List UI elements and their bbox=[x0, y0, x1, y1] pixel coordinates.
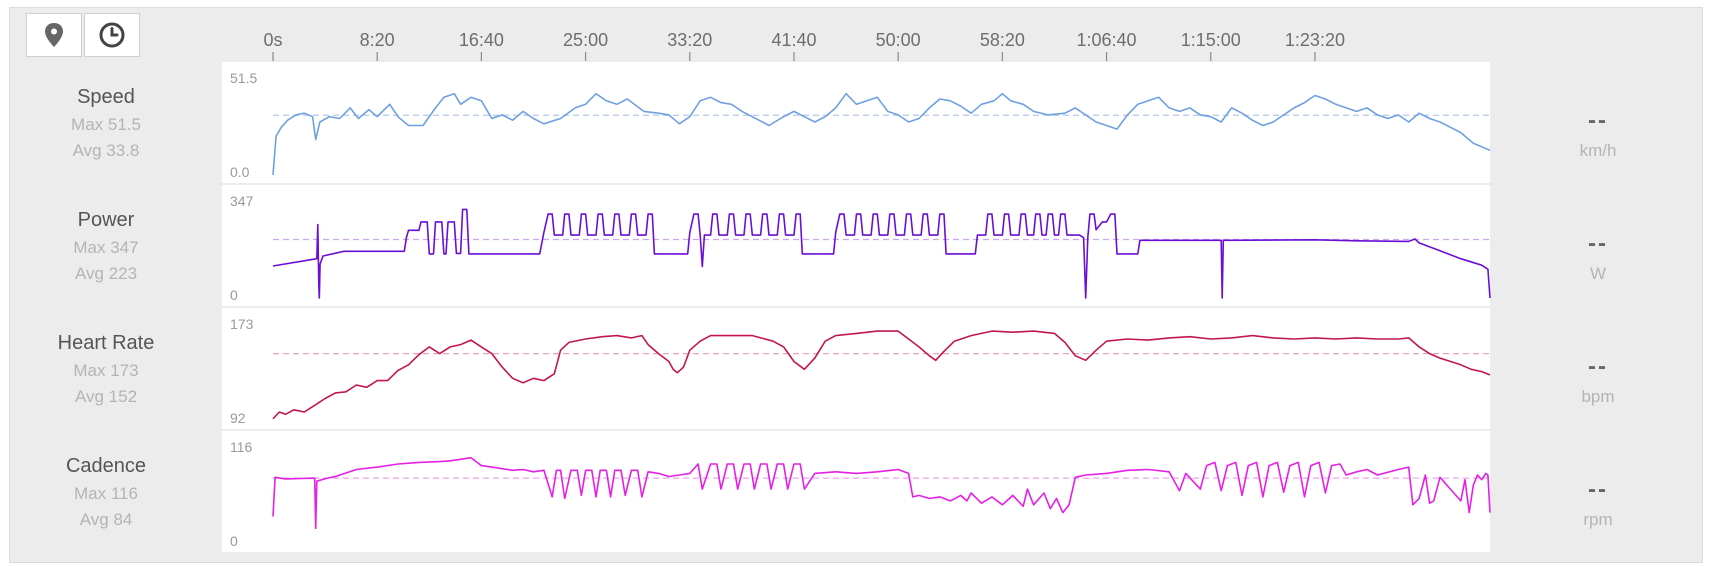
time-view-button[interactable] bbox=[84, 13, 140, 57]
speed-line bbox=[272, 92, 1491, 176]
time-tick-label: 50:00 bbox=[876, 30, 921, 50]
cadence-title: Cadence bbox=[65, 455, 147, 477]
map-pin-icon bbox=[45, 23, 63, 47]
time-axis-band bbox=[222, 8, 1490, 60]
heart-rate-chart[interactable]: 173 92 bbox=[222, 308, 1491, 429]
power-current: -- bbox=[1588, 230, 1608, 257]
time-tick-label: 8:20 bbox=[360, 30, 395, 50]
power-title: Power bbox=[77, 209, 135, 231]
heart-rate-line bbox=[272, 330, 1491, 420]
plot-area bbox=[222, 308, 1490, 429]
heart-rate-title: Heart Rate bbox=[57, 332, 155, 354]
power-avg: Avg 223 bbox=[74, 264, 138, 283]
y-min-label: 0 bbox=[230, 533, 238, 549]
cadence-line bbox=[272, 456, 1491, 530]
speed-title: Speed bbox=[77, 86, 135, 108]
time-tick-label: 33:20 bbox=[667, 30, 712, 50]
chart-rows: 51.5 0.0 347 0 173 92 116 0 bbox=[222, 62, 1491, 552]
time-tick-label: 1:23:20 bbox=[1285, 30, 1345, 50]
y-min-label: 92 bbox=[230, 410, 246, 426]
power-chart[interactable]: 347 0 bbox=[222, 185, 1491, 306]
speed-max: Max 51.5 bbox=[71, 115, 141, 134]
speed-unit: km/h bbox=[1579, 141, 1617, 160]
time-axis: 0s 8:20 16:40 25:00 33:20 41:40 50:00 58:20 1:06… bbox=[222, 8, 1490, 61]
heart-rate-max: Max 173 bbox=[73, 361, 139, 380]
speed-current: -- bbox=[1588, 107, 1608, 134]
time-tick-label: 0s bbox=[263, 30, 282, 50]
y-max-label: 173 bbox=[230, 316, 254, 332]
y-max-label: 51.5 bbox=[230, 70, 257, 86]
cadence-current: -- bbox=[1588, 476, 1608, 503]
power-max: Max 347 bbox=[73, 238, 139, 257]
cadence-max: Max 116 bbox=[74, 484, 138, 503]
heart-rate-unit: bpm bbox=[1581, 387, 1615, 406]
plot-area bbox=[222, 62, 1490, 183]
clock-icon bbox=[99, 22, 125, 48]
time-tick-label: 16:40 bbox=[459, 30, 504, 50]
time-tick-label: 1:06:40 bbox=[1077, 30, 1137, 50]
cadence-unit: rpm bbox=[1583, 510, 1613, 529]
map-view-button[interactable] bbox=[26, 13, 82, 57]
power-line bbox=[272, 208, 1491, 299]
speed-chart[interactable]: 51.5 0.0 bbox=[222, 62, 1491, 183]
y-max-label: 347 bbox=[230, 193, 254, 209]
y-min-label: 0 bbox=[230, 287, 238, 303]
time-tick-label: 41:40 bbox=[771, 30, 816, 50]
power-unit: W bbox=[1589, 264, 1607, 283]
y-min-label: 0.0 bbox=[230, 164, 250, 180]
time-tick-label: 58:20 bbox=[980, 30, 1025, 50]
heart-rate-avg: Avg 152 bbox=[74, 387, 138, 406]
plot-area bbox=[222, 431, 1490, 552]
speed-avg: Avg 33.8 bbox=[72, 141, 140, 160]
time-tick-label: 25:00 bbox=[563, 30, 608, 50]
plot-area bbox=[222, 185, 1490, 306]
cadence-avg: Avg 84 bbox=[79, 510, 133, 529]
cadence-chart[interactable]: 116 0 bbox=[222, 431, 1491, 552]
y-max-label: 116 bbox=[230, 439, 253, 455]
time-tick-label: 1:15:00 bbox=[1181, 30, 1241, 50]
heart-rate-current: -- bbox=[1588, 353, 1608, 380]
